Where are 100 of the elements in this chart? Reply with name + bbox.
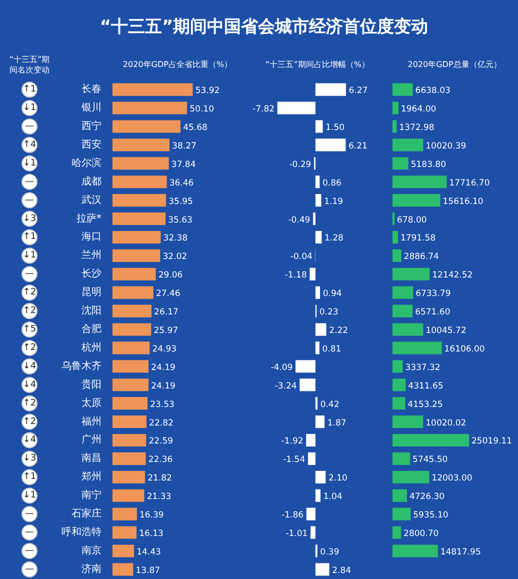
bar — [392, 102, 399, 114]
bar — [392, 397, 406, 410]
data-label: 16.39 — [139, 510, 164, 521]
data-label: 14.43 — [136, 547, 161, 558]
data-label: 14817.95 — [440, 547, 481, 558]
bar — [392, 176, 447, 188]
data-label: 1.04 — [323, 492, 342, 502]
data-label: 50.10 — [190, 104, 214, 115]
data-label: 5935.10 — [413, 510, 448, 521]
bar — [315, 176, 320, 188]
text: ↓4 — [22, 380, 36, 390]
data-label: 1.87 — [327, 418, 346, 428]
data-label: 1.19 — [324, 196, 344, 207]
bar — [315, 83, 346, 96]
bar — [112, 83, 193, 96]
data-label: 38.27 — [172, 141, 196, 152]
bar — [392, 416, 424, 428]
y-tick-label: 哈尔滨 — [72, 156, 102, 169]
data-label: 2.22 — [329, 326, 348, 336]
data-label: 22.82 — [149, 418, 174, 428]
data-label: 15616.10 — [442, 196, 484, 207]
bar — [112, 194, 166, 207]
data-label: 53.92 — [195, 86, 220, 96]
data-label: 6733.79 — [416, 289, 451, 300]
text: ↑2 — [22, 288, 36, 298]
data-label: 1372.98 — [399, 122, 434, 133]
data-label: 6.21 — [348, 141, 368, 152]
bar — [392, 83, 413, 96]
bar — [112, 304, 152, 318]
text: — — [25, 195, 34, 206]
bar — [300, 378, 316, 392]
text: — — [25, 564, 34, 574]
bar — [392, 378, 406, 392]
text: ↓1 — [22, 250, 36, 261]
bar — [112, 120, 180, 133]
y-tick-label: 长沙 — [82, 268, 102, 280]
y-tick-label: 成都 — [82, 175, 102, 188]
data-label: -1.54 — [283, 455, 306, 466]
bar — [112, 434, 146, 447]
bar — [315, 138, 346, 152]
data-label: 35.95 — [168, 196, 193, 207]
data-label: 25.97 — [154, 326, 178, 336]
bar — [112, 526, 137, 539]
text: — — [25, 121, 34, 132]
data-label: 1964.00 — [400, 104, 436, 115]
bar — [315, 470, 326, 484]
text: ↓4 — [22, 361, 36, 372]
bar — [112, 360, 148, 373]
y-tick-label: 合肥 — [82, 322, 102, 335]
text: ↑2 — [22, 306, 36, 316]
bar — [310, 268, 316, 280]
bar — [315, 489, 321, 502]
bar — [112, 563, 134, 576]
bar — [112, 268, 156, 280]
bar — [392, 489, 407, 502]
y-tick-label: 银川 — [80, 102, 102, 114]
text: ↑2 — [22, 416, 36, 427]
data-label: 22.36 — [148, 455, 173, 466]
data-label: 17716.70 — [449, 178, 490, 188]
data-label: 5183.80 — [410, 160, 446, 170]
y-tick-label: 兰州 — [82, 249, 102, 262]
data-label: 35.63 — [168, 215, 192, 226]
y-tick-label: 拉萨* — [76, 212, 102, 224]
data-label: 6571.60 — [415, 308, 450, 318]
bar — [296, 360, 316, 373]
data-label: 32.02 — [162, 252, 188, 262]
data-label: 32.38 — [163, 234, 188, 244]
bar — [112, 102, 188, 114]
bar — [112, 230, 161, 244]
data-label: 0.81 — [322, 344, 342, 354]
bar — [392, 526, 402, 539]
y-tick-label: 南昌 — [82, 452, 102, 464]
bar — [392, 304, 413, 318]
data-label: 29.06 — [158, 270, 183, 281]
text: ↑1 — [22, 84, 36, 95]
bar — [392, 194, 440, 207]
data-label: 12142.52 — [432, 270, 473, 281]
bar — [277, 102, 316, 114]
data-label: 24.19 — [151, 381, 176, 392]
text: — — [25, 528, 34, 538]
bar — [315, 194, 322, 207]
bar — [306, 508, 316, 520]
data-label: 4726.30 — [409, 492, 445, 502]
y-tick-label: 乌鲁木齐 — [62, 360, 102, 372]
y-tick-label: 广州 — [82, 434, 102, 446]
data-label: 6638.03 — [415, 86, 450, 96]
bar — [392, 434, 470, 447]
bar — [112, 157, 169, 170]
text: ↓4 — [22, 435, 36, 446]
y-tick-label: 郑州 — [82, 470, 102, 483]
data-label: -7.82 — [252, 104, 275, 115]
bar — [112, 378, 148, 392]
y-tick-label: 昆明 — [82, 287, 102, 298]
bar — [392, 323, 424, 336]
data-label: -1.92 — [281, 436, 304, 447]
text: ↑1 — [22, 472, 36, 482]
bar — [306, 434, 316, 447]
text: “十三五”期间名次变动 — [9, 54, 50, 75]
bar — [112, 452, 146, 465]
y-tick-label: 太原 — [82, 396, 102, 409]
